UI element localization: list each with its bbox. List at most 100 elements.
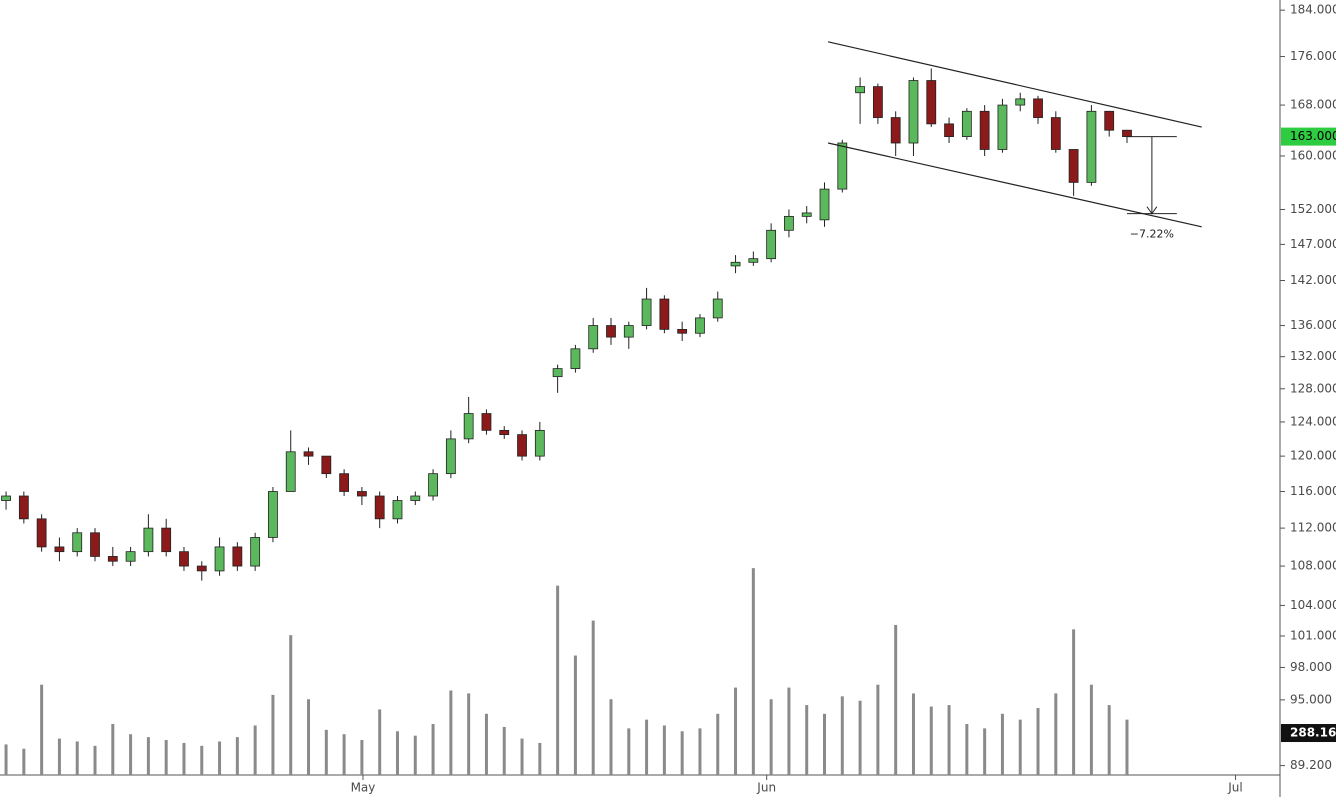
- y-tick-label: 184.000: [1290, 3, 1336, 17]
- volume-bar: [129, 734, 133, 775]
- volume-bar: [698, 728, 702, 775]
- y-tick-label: 136.000: [1290, 318, 1336, 332]
- candle-body: [872, 86, 883, 118]
- candle-body: [54, 546, 65, 553]
- volume-bar: [965, 724, 969, 775]
- x-tick-label: Jul: [1227, 781, 1242, 795]
- candle-body: [196, 565, 207, 572]
- y-tick-label: 142.000: [1290, 273, 1336, 287]
- volume-bar: [4, 744, 8, 775]
- y-tick-label: 128.000: [1290, 381, 1336, 395]
- candle-body: [588, 325, 599, 350]
- volume-bar: [93, 745, 97, 775]
- candle-body: [392, 500, 403, 520]
- volume-bar: [680, 731, 684, 775]
- candle-body: [997, 104, 1008, 150]
- candle-body: [961, 110, 972, 137]
- candle-body: [926, 80, 937, 125]
- volume-bar: [467, 693, 471, 775]
- candle-body: [1104, 110, 1115, 131]
- y-tick-label: 116.000: [1290, 484, 1336, 498]
- candle-body: [285, 451, 296, 492]
- candle-body: [72, 532, 83, 553]
- candle-body: [463, 413, 474, 440]
- volume-bar: [484, 713, 488, 775]
- candle-body: [1033, 98, 1043, 118]
- volume-bar: [627, 728, 631, 775]
- volume-bar: [146, 737, 150, 775]
- candle-body: [374, 495, 385, 520]
- candle-body: [1, 495, 11, 501]
- volume-bar: [75, 741, 79, 775]
- y-tick-label: 95.000: [1290, 692, 1332, 706]
- last-price-box: [1281, 127, 1336, 146]
- y-tick-label: 176.000: [1290, 49, 1336, 63]
- volume-bar: [645, 719, 649, 775]
- trendline: [827, 41, 1202, 128]
- y-tick-label: 124.000: [1290, 414, 1336, 428]
- volume-bar: [431, 724, 435, 775]
- candle-body: [410, 495, 421, 501]
- volume-bar: [235, 737, 239, 775]
- candle-body: [1050, 117, 1061, 150]
- volume-bar: [1125, 719, 1129, 775]
- volume-bar: [556, 585, 560, 775]
- y-tick-label: 108.000: [1290, 559, 1336, 573]
- volume-bar: [182, 742, 186, 775]
- volume-bar: [111, 724, 115, 775]
- volume-bar: [947, 705, 951, 775]
- volume-bar: [520, 738, 524, 775]
- y-tick-label: 168.000: [1290, 98, 1336, 112]
- candle-body: [1122, 129, 1132, 137]
- volume-bar: [609, 699, 613, 775]
- volume-bar: [1072, 629, 1076, 775]
- volume-bar: [57, 738, 61, 775]
- volume-bar: [823, 713, 827, 775]
- volume-bar: [751, 568, 755, 775]
- volume-bar: [769, 699, 773, 775]
- volume-bar: [200, 745, 204, 775]
- y-tick-label: 152.000: [1290, 202, 1336, 216]
- y-tick-label: 112.000: [1290, 521, 1336, 535]
- candle-body: [18, 495, 29, 520]
- volume-bar: [40, 684, 44, 775]
- volume-bar: [662, 725, 666, 775]
- candle-body: [801, 212, 812, 217]
- candle-body: [232, 546, 243, 567]
- volume-bar: [1107, 705, 1111, 775]
- candle-body: [766, 229, 777, 260]
- candle-body: [445, 438, 456, 475]
- candle-body: [712, 298, 723, 319]
- candle-body: [695, 317, 705, 334]
- volume-bar: [502, 726, 506, 775]
- volume-bar: [716, 713, 720, 775]
- volume-bar: [271, 694, 275, 775]
- volume-bar: [1000, 713, 1004, 775]
- candle-body: [979, 110, 990, 150]
- x-tick-label: Jun: [756, 781, 776, 795]
- candle-body: [321, 455, 332, 475]
- candle-body: [125, 551, 136, 562]
- y-tick-label: 98.000: [1290, 660, 1332, 674]
- volume-bar: [360, 740, 364, 775]
- candle-body: [623, 325, 634, 338]
- y-tick-label: 147.000: [1290, 237, 1336, 251]
- candle-body: [784, 215, 794, 231]
- volume-bar: [983, 728, 987, 775]
- candle-body: [748, 258, 759, 263]
- volume-bar: [449, 690, 453, 775]
- volume-bar: [840, 696, 844, 775]
- volume-bar: [324, 729, 328, 775]
- volume-bar: [538, 742, 542, 775]
- candle-body: [606, 325, 616, 338]
- candle-body: [481, 413, 492, 431]
- volume-bar: [253, 725, 257, 775]
- candle-body: [161, 527, 172, 553]
- volume-bar: [591, 620, 595, 775]
- candle-body: [908, 80, 919, 144]
- candle-body: [1086, 110, 1097, 183]
- volume-bar: [894, 624, 898, 775]
- volume-bar: [22, 748, 26, 775]
- candle-body: [1015, 98, 1026, 106]
